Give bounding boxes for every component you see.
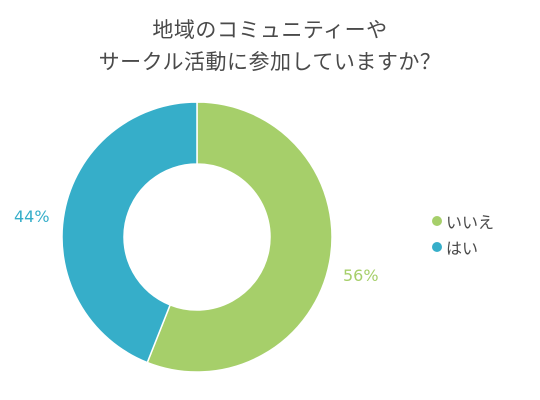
legend-marker-hai bbox=[432, 242, 442, 252]
chart-title-line-2: サークル活動に参加していますか？ bbox=[98, 50, 442, 74]
slice-iie[interactable] bbox=[146, 101, 333, 373]
legend-marker-iie bbox=[432, 216, 442, 226]
legend-label-hai: はい bbox=[446, 239, 479, 258]
legend-item-iie[interactable]: いいえ bbox=[432, 208, 494, 234]
legend-item-hai[interactable]: はい bbox=[432, 234, 494, 260]
data-label-hai: 44% bbox=[14, 207, 50, 226]
data-label-iie: 56% bbox=[343, 266, 379, 285]
legend-label-iie: いいえ bbox=[446, 213, 495, 232]
chart-title-line-1: 地域のコミュニティーや bbox=[152, 18, 388, 42]
slice-hai[interactable] bbox=[61, 101, 198, 364]
legend: いいえ はい bbox=[432, 208, 494, 260]
